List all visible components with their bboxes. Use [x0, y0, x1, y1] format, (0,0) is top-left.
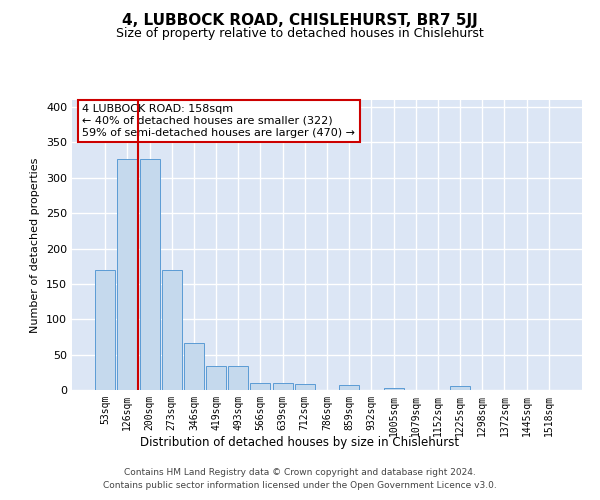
- Bar: [383, 388, 404, 390]
- Bar: [250, 383, 271, 390]
- Text: 4 LUBBOCK ROAD: 158sqm
← 40% of detached houses are smaller (322)
59% of semi-de: 4 LUBBOCK ROAD: 158sqm ← 40% of detached…: [82, 104, 355, 138]
- Bar: [162, 270, 182, 390]
- Bar: [206, 366, 226, 390]
- Bar: [295, 384, 315, 390]
- Bar: [118, 158, 137, 390]
- Bar: [95, 270, 115, 390]
- Text: Size of property relative to detached houses in Chislehurst: Size of property relative to detached ho…: [116, 28, 484, 40]
- Bar: [339, 385, 359, 390]
- Bar: [450, 386, 470, 390]
- Bar: [184, 342, 204, 390]
- Bar: [140, 158, 160, 390]
- Text: Distribution of detached houses by size in Chislehurst: Distribution of detached houses by size …: [140, 436, 460, 449]
- Text: 4, LUBBOCK ROAD, CHISLEHURST, BR7 5JJ: 4, LUBBOCK ROAD, CHISLEHURST, BR7 5JJ: [122, 12, 478, 28]
- Text: Contains HM Land Registry data © Crown copyright and database right 2024.: Contains HM Land Registry data © Crown c…: [124, 468, 476, 477]
- Text: Contains public sector information licensed under the Open Government Licence v3: Contains public sector information licen…: [103, 482, 497, 490]
- Bar: [228, 366, 248, 390]
- Bar: [272, 383, 293, 390]
- Y-axis label: Number of detached properties: Number of detached properties: [31, 158, 40, 332]
